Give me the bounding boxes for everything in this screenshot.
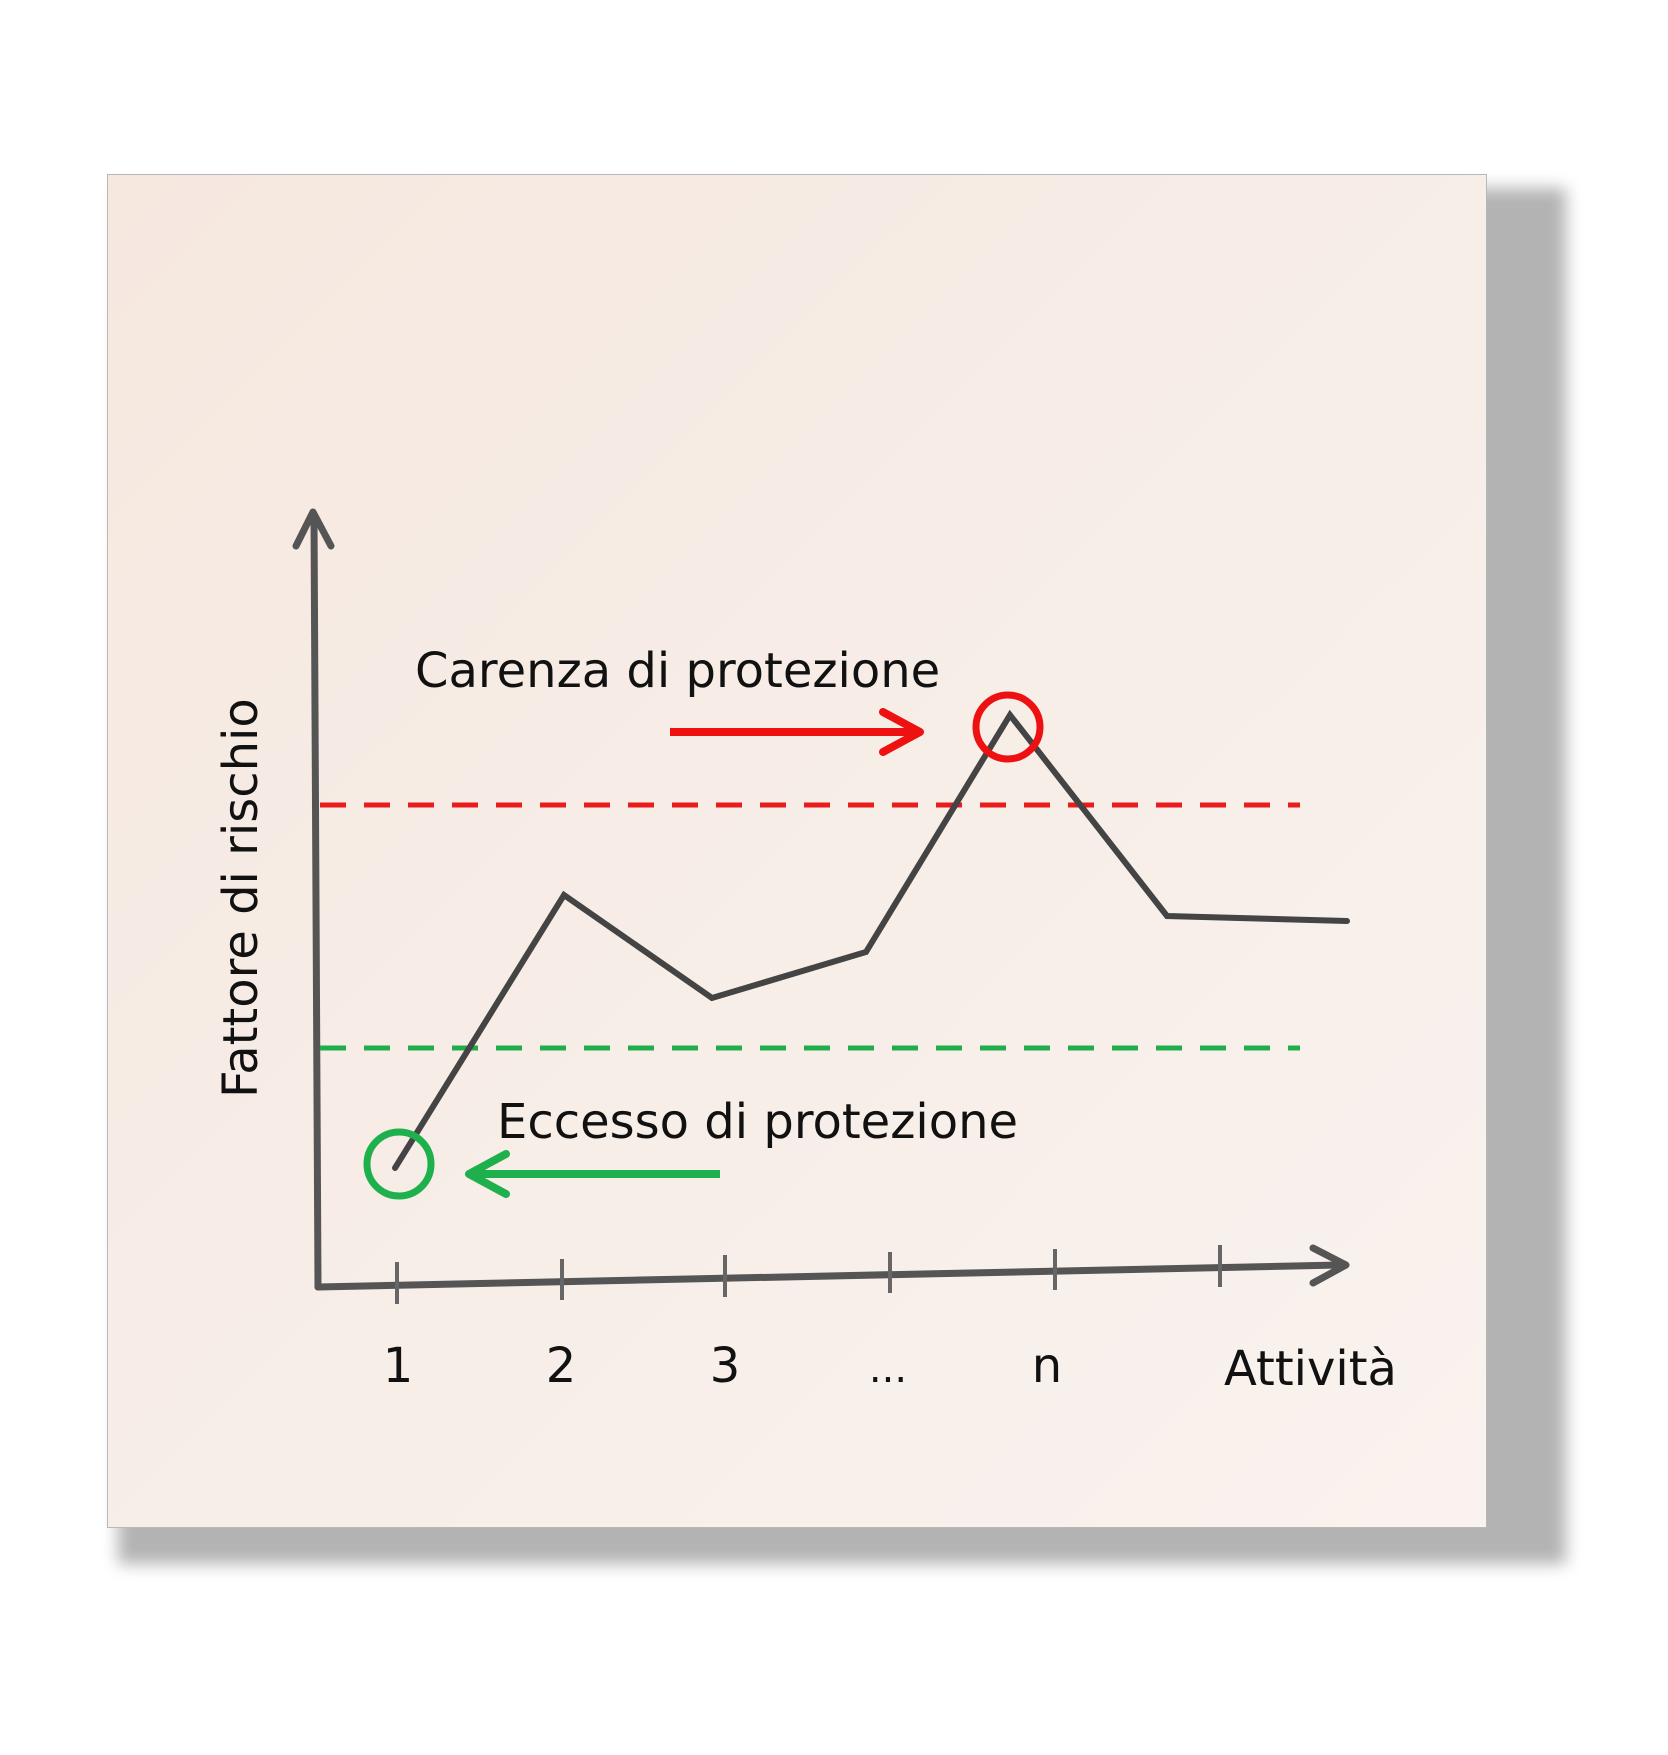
upper-marker-circle	[972, 691, 1044, 763]
y-axis-arrowhead	[292, 508, 335, 550]
tick-label-2: 2	[546, 1338, 577, 1394]
lower-annotation-arrowhead	[465, 1150, 510, 1198]
tick-label-5: n	[1032, 1338, 1062, 1394]
card	[107, 174, 1487, 1528]
x-axis-ticks	[395, 1245, 1222, 1304]
risk-curve	[392, 709, 1350, 1171]
y-axis-label: Fattore di rischio	[213, 698, 269, 1098]
upper-annotation-arrowhead	[879, 708, 924, 756]
x-axis	[314, 1261, 1344, 1291]
tick-label-4: ...	[869, 1346, 907, 1392]
x-axis-label: Attività	[1224, 1341, 1397, 1397]
upper-annotation-label: Carenza di protezione	[415, 643, 940, 699]
x-axis-arrowhead	[1309, 1244, 1350, 1287]
lower-annotation-label: Eccesso di protezione	[497, 1094, 1018, 1150]
tick-label-3: 3	[710, 1338, 741, 1394]
lower-marker-circle	[363, 1128, 435, 1200]
y-axis	[310, 514, 322, 1291]
tick-label-1: 1	[383, 1338, 414, 1394]
